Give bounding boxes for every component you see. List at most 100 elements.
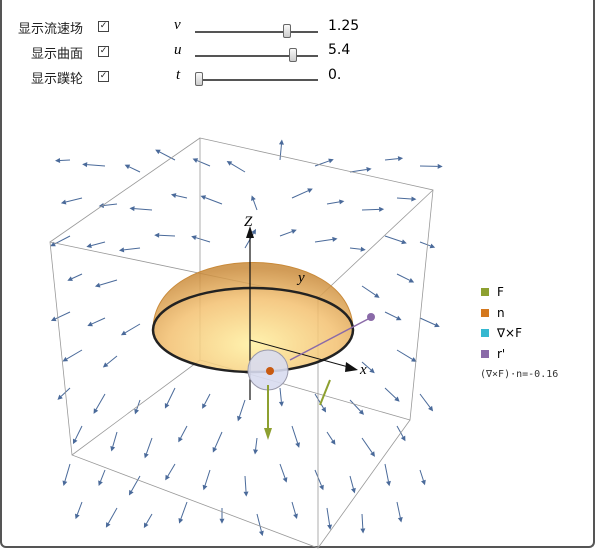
field-arrow xyxy=(397,517,403,523)
slider-thumb[interactable] xyxy=(289,48,297,62)
field-arrow xyxy=(91,241,106,247)
field-arrow xyxy=(279,463,286,479)
field-arrow xyxy=(112,431,118,447)
legend-swatch xyxy=(481,309,489,317)
bounding-box xyxy=(49,137,434,549)
field-arrow xyxy=(379,206,385,212)
field-arrow xyxy=(314,393,324,409)
field-arrow xyxy=(279,387,282,402)
slider-label: u xyxy=(174,42,182,58)
field-arrow xyxy=(437,163,443,169)
field-arrow xyxy=(167,463,176,477)
field-arrow xyxy=(180,501,188,520)
slider-track[interactable] xyxy=(195,31,318,33)
axis-label: y xyxy=(296,270,305,286)
field-arrow xyxy=(295,442,300,448)
field-arrow xyxy=(74,425,83,440)
legend-swatch xyxy=(481,329,489,337)
field-arrow xyxy=(99,279,118,286)
field-arrow xyxy=(419,469,424,481)
field-arrow xyxy=(326,431,334,441)
field-arrow xyxy=(419,241,431,247)
field-arrow xyxy=(93,408,99,414)
field-arrow xyxy=(419,317,436,326)
field-arrow xyxy=(326,201,340,205)
field-arrow xyxy=(87,164,106,167)
field-arrow xyxy=(394,396,400,402)
field-arrow xyxy=(291,229,297,234)
vector-F xyxy=(264,428,272,440)
field-arrow xyxy=(411,357,417,362)
field-arrow xyxy=(91,317,106,325)
legend-item: ∇×F xyxy=(481,326,522,340)
field-arrow xyxy=(107,507,118,524)
field-arrow xyxy=(293,513,298,520)
field-arrow xyxy=(396,501,401,518)
field-arrow xyxy=(255,437,258,450)
field-arrow xyxy=(360,246,366,252)
field-arrow xyxy=(205,197,223,205)
field-arrow xyxy=(87,321,93,327)
field-arrow xyxy=(328,158,334,164)
slider-label: v xyxy=(174,17,181,33)
checkbox[interactable]: ✓ xyxy=(98,21,109,32)
field-arrow xyxy=(358,409,365,415)
slider-thumb[interactable] xyxy=(195,72,203,86)
slider-value: 0. xyxy=(328,67,342,83)
field-arrow xyxy=(314,238,333,243)
legend-label: r' xyxy=(497,347,506,361)
field-arrow xyxy=(291,190,309,199)
field-arrow xyxy=(291,425,299,444)
field-arrow xyxy=(204,393,211,405)
field-arrow xyxy=(62,480,68,486)
checkbox[interactable]: ✓ xyxy=(98,71,109,82)
field-arrow xyxy=(396,197,412,200)
field-arrow xyxy=(361,361,372,371)
slider-track[interactable] xyxy=(195,79,318,81)
field-arrow xyxy=(327,524,333,530)
legend-label: F xyxy=(497,285,504,299)
field-arrow xyxy=(374,292,380,298)
field-arrow xyxy=(191,235,197,241)
field-arrow xyxy=(396,273,410,281)
legend-item: r' xyxy=(481,347,505,361)
field-arrow xyxy=(429,243,436,249)
axis-arrow xyxy=(246,226,254,238)
slider-value: 1.25 xyxy=(328,18,360,34)
legend-label: n xyxy=(497,306,505,320)
field-arrow xyxy=(118,247,125,253)
slider-thumb[interactable] xyxy=(283,24,291,38)
field-arrow xyxy=(165,474,170,481)
field-arrow xyxy=(421,479,426,486)
field-arrow xyxy=(110,445,116,452)
field-arrow xyxy=(330,439,336,445)
field-arrow xyxy=(351,487,356,494)
field-arrow xyxy=(252,199,258,211)
field-arrow xyxy=(50,316,57,322)
field-arrow xyxy=(408,278,415,283)
field-arrow xyxy=(175,195,188,199)
field-arrow xyxy=(196,160,211,167)
field-arrow xyxy=(396,425,404,438)
field-arrow xyxy=(384,235,403,243)
legend-swatch xyxy=(481,350,489,358)
checkbox[interactable]: ✓ xyxy=(98,46,109,57)
field-arrow xyxy=(100,469,106,482)
slider-track[interactable] xyxy=(195,55,318,57)
field-arrow xyxy=(321,406,327,413)
field-arrow xyxy=(326,507,331,525)
field-arrow xyxy=(349,399,361,412)
field-arrow xyxy=(86,243,92,248)
normal-point xyxy=(266,367,274,375)
field-arrow xyxy=(428,405,434,412)
axis-label: x xyxy=(359,362,367,378)
field-arrow xyxy=(384,311,398,319)
field-arrow xyxy=(134,208,153,211)
field-arrow xyxy=(129,206,135,212)
legend-label: ∇×F xyxy=(497,326,522,340)
field-arrow xyxy=(202,403,207,409)
field-arrow xyxy=(332,236,338,242)
slider-label: t xyxy=(176,67,181,83)
field-arrow xyxy=(94,282,101,288)
